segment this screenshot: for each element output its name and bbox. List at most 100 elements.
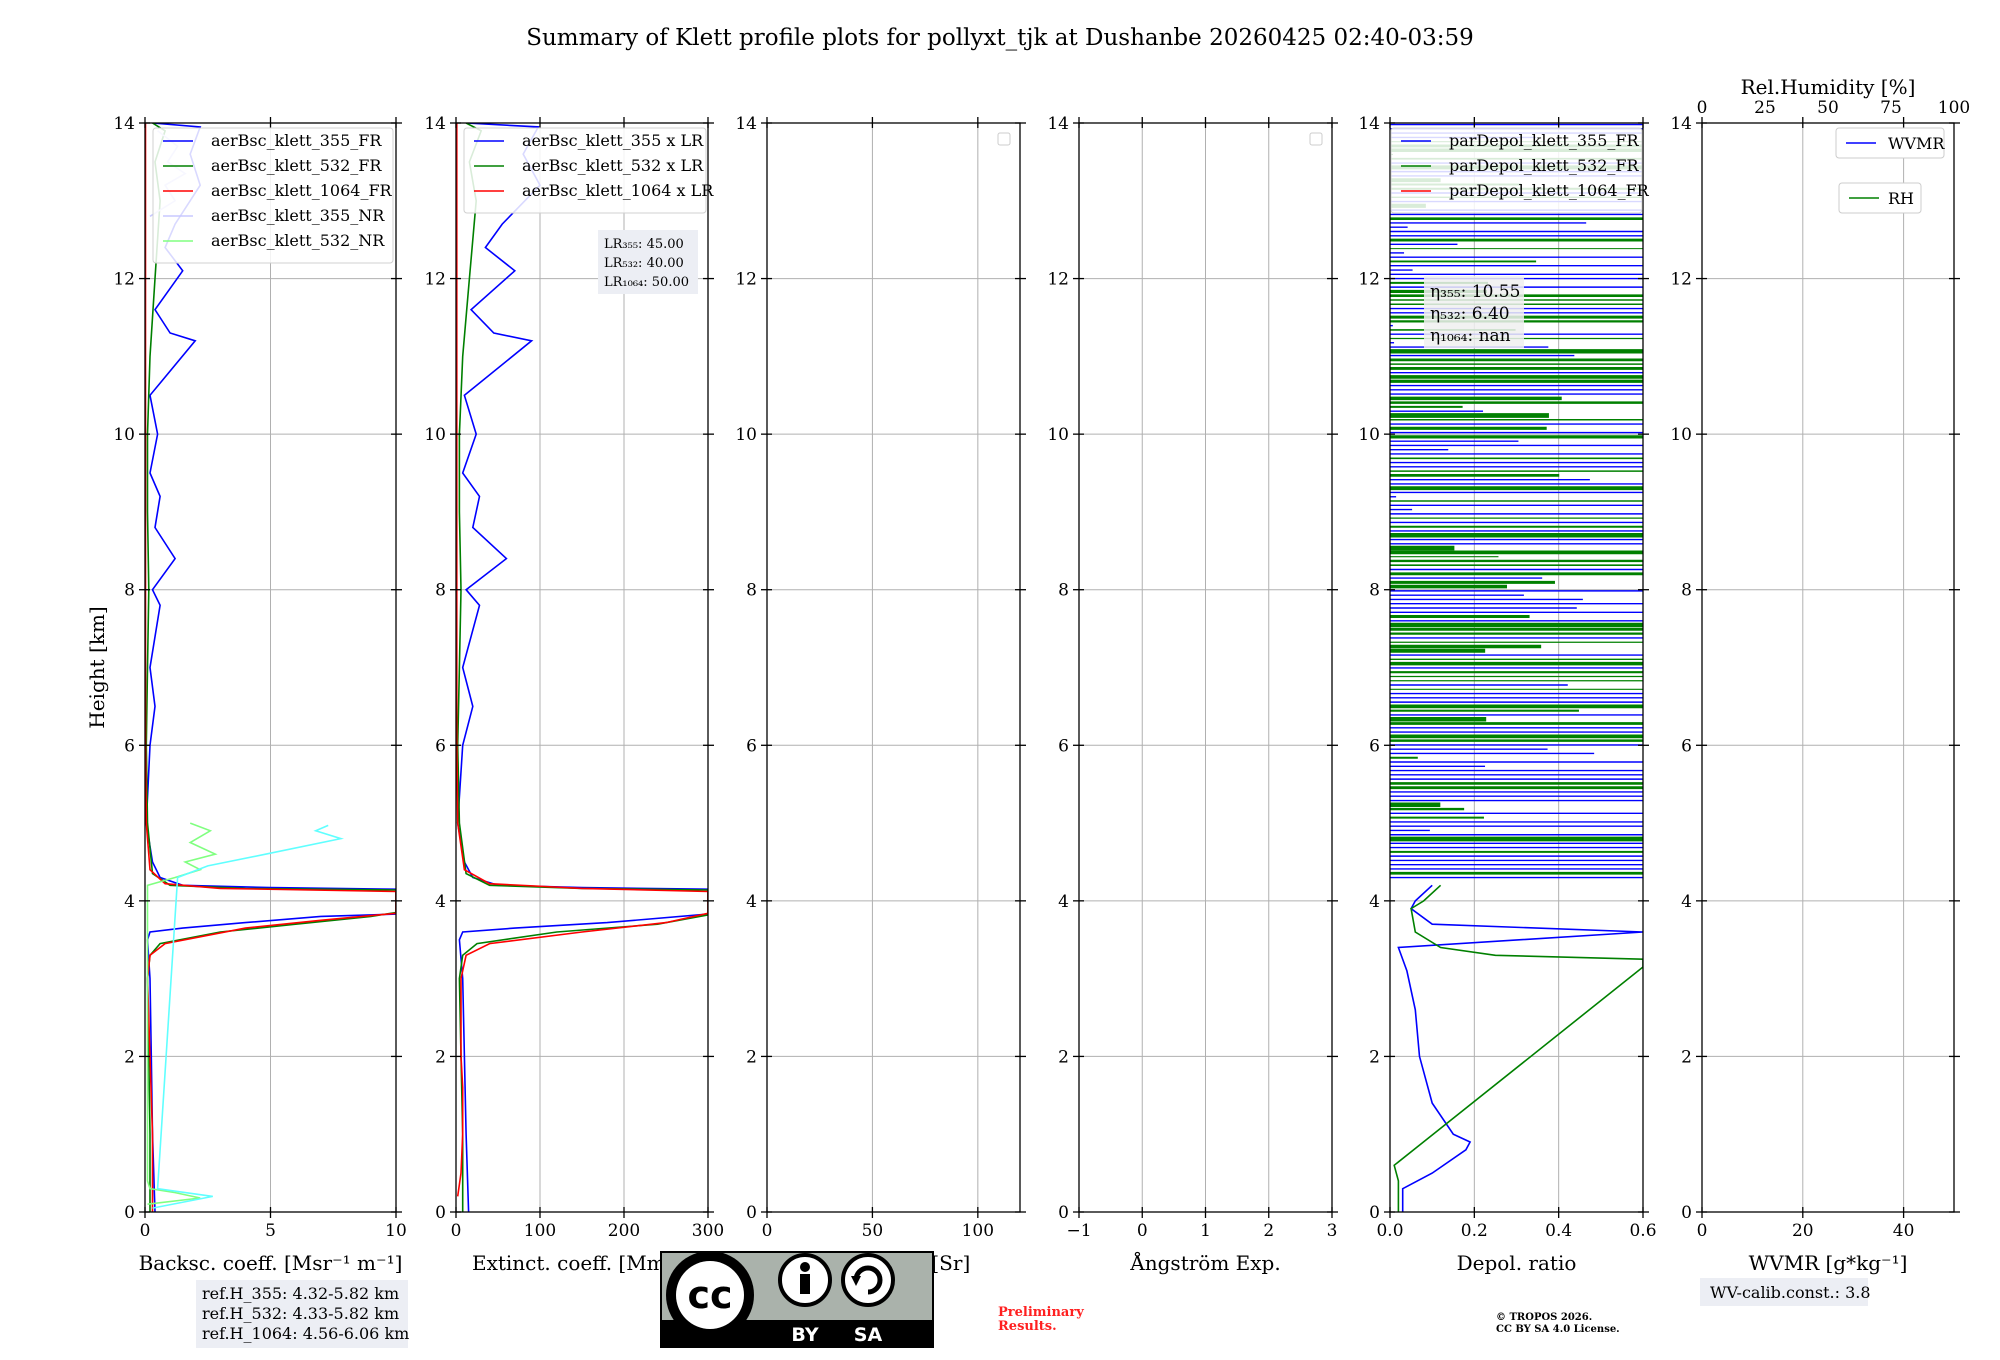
xtick-label: 5 xyxy=(265,1221,276,1241)
ytick-label: 12 xyxy=(1358,270,1380,290)
legend-box xyxy=(463,127,707,214)
figure-title: Summary of Klett profile plots for polly… xyxy=(526,25,1474,51)
xlabel: Backsc. coeff. [Msr⁻¹ m⁻¹] xyxy=(139,1251,403,1275)
top-xtick-label: 0 xyxy=(1697,98,1708,118)
legend-label: aerBsc_klett_532_NR xyxy=(211,231,385,250)
legend: parDepol_klett_355_FR parDepol_klett_532_… xyxy=(1390,127,1650,214)
legend-box-rh xyxy=(1838,182,1922,214)
lr-label: LR₅₃₂: 40.00 xyxy=(604,256,684,271)
axes-frame xyxy=(1701,122,1955,1213)
ytick-label: 8 xyxy=(1058,581,1069,601)
series-parDepol_klett_532_FR xyxy=(1393,884,1643,1212)
plot-area xyxy=(1390,123,1643,1212)
eta-label: η₃₅₅: 10.55 xyxy=(1430,282,1520,302)
xlabel: Depol. ratio xyxy=(1457,1251,1577,1275)
xtick-label: 100 xyxy=(524,1221,556,1241)
xtick-label: 0 xyxy=(451,1221,462,1241)
ytick-label: 10 xyxy=(1670,425,1692,445)
xtick-label: 0 xyxy=(1697,1221,1708,1241)
eta-label: η₅₃₂: 6.40 xyxy=(1430,304,1510,324)
wv-calib-label: WV-calib.const.: 3.8 xyxy=(1710,1283,1871,1302)
ytick-label: 4 xyxy=(124,892,135,912)
ytick-label: 14 xyxy=(1670,114,1692,134)
refh-label: ref.H_355: 4.32-5.82 km xyxy=(202,1284,399,1303)
legend: WVMR RH xyxy=(1835,127,1945,214)
depol-banding xyxy=(1390,123,1643,879)
ytick-label: 6 xyxy=(1058,736,1069,756)
panel-depol: 0 2 4 6 8 10 12 14 0.0 0.2 0.4 0.6 Depol. ratio parDe… xyxy=(1358,114,1656,1275)
ytick-label: 2 xyxy=(1369,1047,1380,1067)
ytick-label: 14 xyxy=(1047,114,1069,134)
legend: aerBsc_klett_355_FR aerBsc_klett_532_FRae… xyxy=(152,127,394,264)
xtick-label: −1 xyxy=(1066,1221,1091,1241)
xtick-label: 0 xyxy=(762,1221,773,1241)
legend-label: parDepol_klett_355_FR xyxy=(1449,131,1640,150)
legend-box-wvmr xyxy=(1835,127,1945,159)
series-aerBsc_klett_355_FR xyxy=(145,123,396,1212)
cc-text: cc xyxy=(687,1273,732,1317)
lr-box xyxy=(598,230,698,294)
empty-legend xyxy=(997,132,1011,146)
xtick-label: 3 xyxy=(1327,1221,1338,1241)
xtick-label: 50 xyxy=(862,1221,884,1241)
top-xtick-label: 25 xyxy=(1754,98,1776,118)
refh-label: ref.H_1064: 4.56-6.06 km xyxy=(202,1324,409,1343)
ytick-label: 6 xyxy=(124,736,135,756)
ytick-label: 4 xyxy=(1369,892,1380,912)
ytick-label: 6 xyxy=(1681,736,1692,756)
plot-area xyxy=(456,123,708,1212)
preliminary-line-1: Preliminary xyxy=(998,1305,1084,1320)
panel-backscatter: 0 2 4 6 8 10 12 14 0 5 10 Backsc. coeff. [Msr⁻¹ m⁻¹… xyxy=(85,114,409,1348)
ytick-label: 6 xyxy=(746,736,757,756)
xtick-label: 0 xyxy=(1137,1221,1148,1241)
legend-label: parDepol_klett_532_FR xyxy=(1449,156,1640,175)
legend-label: aerBsc_klett_355_NR xyxy=(211,206,385,225)
top-xtick-label: 75 xyxy=(1880,98,1902,118)
ytick-label: 2 xyxy=(124,1047,135,1067)
xtick-label: 100 xyxy=(962,1221,994,1241)
legend-label: aerBsc_klett_532_FR xyxy=(211,156,382,175)
ytick-label: 2 xyxy=(746,1047,757,1067)
refh-label: ref.H_532: 4.33-5.82 km xyxy=(202,1304,399,1323)
legend-label: parDepol_klett_1064_FR xyxy=(1449,181,1650,200)
xtick-label: 0.0 xyxy=(1376,1221,1403,1241)
cc-license-badge: cc BY SA xyxy=(660,1251,934,1348)
ytick-label: 12 xyxy=(1047,270,1069,290)
series-aerBsc_klett_532 x LR xyxy=(456,123,708,1212)
legend-box xyxy=(1390,127,1643,214)
xtick-label: 1 xyxy=(1200,1221,1211,1241)
ytick-label: 8 xyxy=(746,581,757,601)
ytick-label: 0 xyxy=(1681,1203,1692,1223)
ytick-label: 10 xyxy=(424,425,446,445)
ytick-label: 12 xyxy=(113,270,135,290)
ytick-label: 14 xyxy=(1358,114,1380,134)
ytick-label: 4 xyxy=(1681,892,1692,912)
ytick-label: 14 xyxy=(113,114,135,134)
ytick-label: 4 xyxy=(1058,892,1069,912)
xlabel: Extinct. coeff. [Mm⁻¹] xyxy=(472,1251,692,1275)
xtick-label: 0 xyxy=(140,1221,151,1241)
axes-frame xyxy=(1389,122,1644,1213)
ytick-label: 0 xyxy=(124,1203,135,1223)
top-xtick-label: 100 xyxy=(1938,98,1970,118)
footer-group: cc BY SA Preliminary Results. © TROPOS 2… xyxy=(660,1251,1620,1348)
wv-calib-box xyxy=(1700,1278,1868,1306)
legend-label: aerBsc_klett_355_FR xyxy=(211,131,382,150)
series-aerBsc_klett_355 x LR xyxy=(456,123,708,1212)
legend-label: aerBsc_klett_532 x LR xyxy=(522,156,704,175)
ytick-label: 2 xyxy=(435,1047,446,1067)
series-aerBsc_klett_532_FR xyxy=(145,123,396,1212)
series-parDepol_klett_355_FR xyxy=(1397,884,1643,1212)
ytick-label: 6 xyxy=(435,736,446,756)
ytick-label: 0 xyxy=(435,1203,446,1223)
ytick-label: 12 xyxy=(1670,270,1692,290)
ytick-label: 8 xyxy=(435,581,446,601)
legend-label: WVMR xyxy=(1888,134,1945,153)
ytick-label: 2 xyxy=(1058,1047,1069,1067)
panel-lidar_ratio: 02468101214050100Lidar ratio [Sr] xyxy=(735,114,1026,1275)
legend-label: aerBsc_klett_355 x LR xyxy=(522,131,704,150)
xtick-label: 40 xyxy=(1893,1221,1915,1241)
